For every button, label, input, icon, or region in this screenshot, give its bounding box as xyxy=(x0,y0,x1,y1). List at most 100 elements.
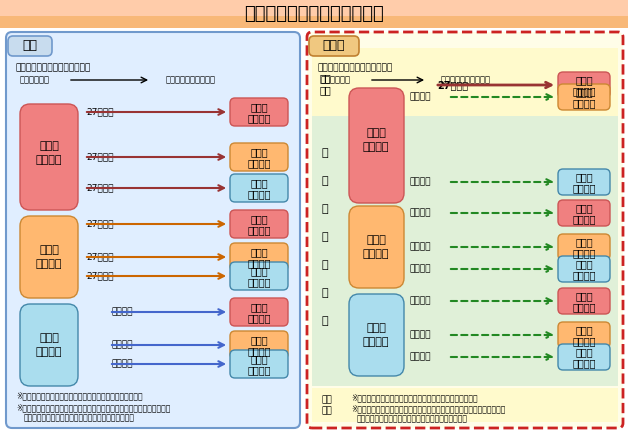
FancyBboxPatch shape xyxy=(230,331,288,359)
Text: 制限なし: 制限なし xyxy=(410,177,431,187)
Text: ワクチン: ワクチン xyxy=(36,347,62,357)
Text: 27日以上: 27日以上 xyxy=(86,272,114,280)
Text: 現行: 現行 xyxy=(23,40,38,52)
Text: 注射生: 注射生 xyxy=(575,75,593,85)
Bar xyxy=(312,388,618,422)
Text: 不活化: 不活化 xyxy=(575,259,593,269)
Bar xyxy=(312,48,618,118)
Text: がある場合、接種間隔の制限は添付文書に従うこと。: がある場合、接種間隔の制限は添付文書に従うこと。 xyxy=(357,415,468,423)
Text: 不活化: 不活化 xyxy=(575,347,593,357)
Text: 通り: 通り xyxy=(322,406,332,416)
Text: ワクチン: ワクチン xyxy=(572,248,596,258)
FancyBboxPatch shape xyxy=(309,36,359,56)
FancyBboxPatch shape xyxy=(230,210,288,238)
Text: 不活化: 不活化 xyxy=(366,323,386,333)
Text: ＜異なるワクチンの接種間隔＞: ＜異なるワクチンの接種間隔＞ xyxy=(317,64,392,72)
FancyBboxPatch shape xyxy=(558,72,610,98)
Text: 27日以上: 27日以上 xyxy=(86,153,114,161)
Text: 制限なし: 制限なし xyxy=(410,265,431,273)
FancyBboxPatch shape xyxy=(558,234,610,260)
Bar xyxy=(0,0,628,28)
FancyBboxPatch shape xyxy=(558,169,610,195)
Text: 不活化: 不活化 xyxy=(250,178,268,188)
Text: ワクチン: ワクチン xyxy=(572,270,596,280)
FancyBboxPatch shape xyxy=(230,98,288,126)
Text: ６日以上: ６日以上 xyxy=(111,341,133,350)
FancyBboxPatch shape xyxy=(230,243,288,271)
Text: 制: 制 xyxy=(322,148,328,158)
FancyBboxPatch shape xyxy=(558,288,610,314)
Text: 27日以上: 27日以上 xyxy=(86,219,114,228)
Text: 注射生: 注射生 xyxy=(250,214,268,224)
Text: 制限なし: 制限なし xyxy=(410,208,431,218)
Text: 注射生: 注射生 xyxy=(575,291,593,301)
Text: ワクチン: ワクチン xyxy=(572,336,596,346)
Text: 不活化: 不活化 xyxy=(250,266,268,276)
Text: 改正後の接種間隔のイメージ: 改正後の接種間隔のイメージ xyxy=(244,5,384,23)
Text: 注射生: 注射生 xyxy=(39,141,59,151)
Text: ワクチン: ワクチン xyxy=(247,313,271,323)
Text: ６日以上: ６日以上 xyxy=(111,360,133,368)
FancyBboxPatch shape xyxy=(230,143,288,171)
Text: 注射生: 注射生 xyxy=(366,128,386,138)
Text: ワクチン: ワクチン xyxy=(363,142,389,152)
Text: 不活化: 不活化 xyxy=(39,333,59,343)
Text: 接種ワクチン: 接種ワクチン xyxy=(321,75,351,85)
Text: 経口生: 経口生 xyxy=(366,235,386,245)
Text: ※　小児肺炎球菌やロタワクチンなど同一ワクチンを複数回接種する必要: ※ 小児肺炎球菌やロタワクチンなど同一ワクチンを複数回接種する必要 xyxy=(16,403,170,412)
Text: 経口生: 経口生 xyxy=(575,87,593,97)
FancyBboxPatch shape xyxy=(20,104,78,210)
Text: 27日以上: 27日以上 xyxy=(86,108,114,116)
Text: 27日以上: 27日以上 xyxy=(86,184,114,193)
Text: し: し xyxy=(322,232,328,242)
Text: 制限なし: 制限なし xyxy=(410,92,431,102)
FancyBboxPatch shape xyxy=(230,350,288,378)
FancyBboxPatch shape xyxy=(349,88,404,203)
Text: 経口生: 経口生 xyxy=(575,325,593,335)
FancyBboxPatch shape xyxy=(230,298,288,326)
Text: な: な xyxy=(322,204,328,214)
Text: 制限なし: 制限なし xyxy=(410,352,431,361)
Text: 次に接種するワクチン: 次に接種するワクチン xyxy=(166,75,216,85)
Text: ワクチン: ワクチン xyxy=(363,337,389,347)
Text: ※　特に医師が認めた場合、同時接種は行うことができる。: ※ 特に医師が認めた場合、同時接種は行うことができる。 xyxy=(351,394,478,402)
Text: ワクチン: ワクチン xyxy=(36,259,62,269)
Bar xyxy=(312,116,618,386)
Text: ワクチン: ワクチン xyxy=(572,214,596,224)
Text: 注射生: 注射生 xyxy=(250,102,268,112)
Text: ワクチン: ワクチン xyxy=(572,302,596,312)
Text: ワクチン: ワクチン xyxy=(572,86,596,96)
Text: 注射生: 注射生 xyxy=(575,203,593,213)
Text: ＜異なるワクチンの接種間隔＞: ＜異なるワクチンの接種間隔＞ xyxy=(16,64,91,72)
Text: ワクチン: ワクチン xyxy=(572,358,596,368)
Text: 変: 変 xyxy=(322,288,328,298)
Text: へ: へ xyxy=(322,260,328,270)
Text: 次に接種するワクチン: 次に接種するワクチン xyxy=(441,75,491,85)
Text: 改正後: 改正後 xyxy=(323,40,345,52)
Text: 現行: 現行 xyxy=(322,395,332,405)
Text: 不活化: 不活化 xyxy=(250,354,268,364)
FancyBboxPatch shape xyxy=(558,84,610,110)
Text: 更: 更 xyxy=(322,316,328,326)
Text: ワクチン: ワクチン xyxy=(247,258,271,268)
Text: 経口生: 経口生 xyxy=(575,237,593,247)
Text: 限: 限 xyxy=(322,176,328,186)
Text: ワクチン: ワクチン xyxy=(247,158,271,168)
Text: 制限なし: 制限なし xyxy=(410,330,431,340)
Text: ワクチン: ワクチン xyxy=(247,189,271,199)
Text: 27日以上: 27日以上 xyxy=(86,252,114,262)
Text: 制限なし: 制限なし xyxy=(410,296,431,306)
Text: ワクチン: ワクチン xyxy=(247,365,271,375)
Text: ワクチン: ワクチン xyxy=(247,225,271,235)
FancyBboxPatch shape xyxy=(558,344,610,370)
FancyBboxPatch shape xyxy=(349,206,404,288)
FancyBboxPatch shape xyxy=(20,304,78,386)
Text: 不活化: 不活化 xyxy=(575,172,593,182)
Text: 制限なし: 制限なし xyxy=(410,242,431,252)
FancyBboxPatch shape xyxy=(558,256,610,282)
FancyBboxPatch shape xyxy=(230,174,288,202)
Text: ワクチン: ワクチン xyxy=(247,277,271,287)
Text: ワクチン: ワクチン xyxy=(572,183,596,193)
Text: ワクチン: ワクチン xyxy=(247,113,271,123)
Text: 注射生: 注射生 xyxy=(250,302,268,312)
